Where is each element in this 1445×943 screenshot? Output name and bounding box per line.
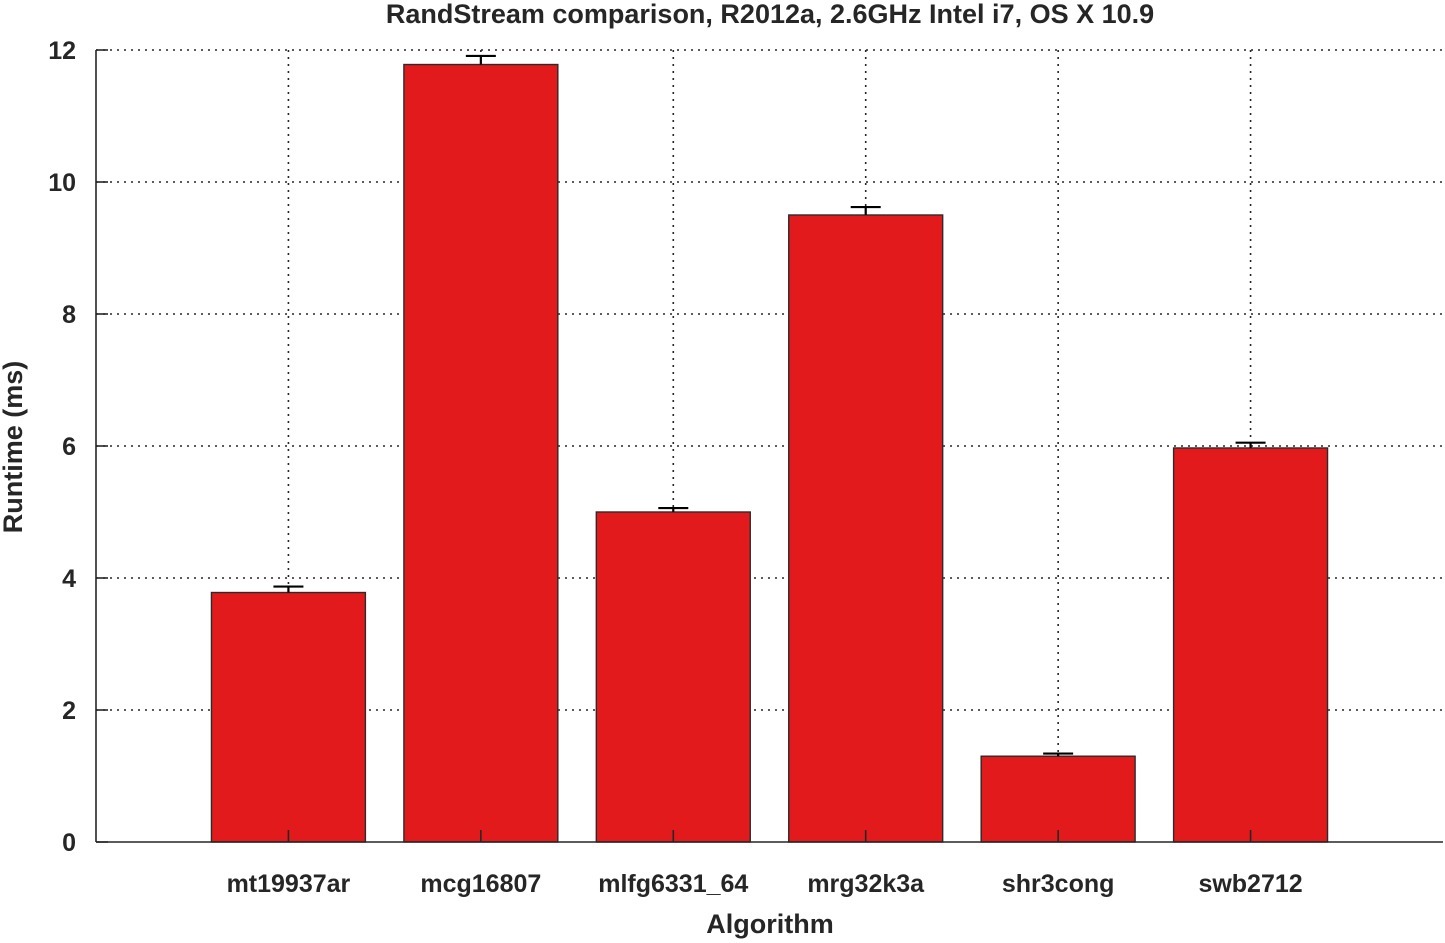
bars bbox=[210, 63, 1329, 843]
x-tick-label-mt19937ar: mt19937ar bbox=[227, 870, 351, 898]
x-tick-label-mrg32k3a: mrg32k3a bbox=[807, 870, 925, 898]
x-tick-label-shr3cong: shr3cong bbox=[1002, 870, 1115, 898]
axes bbox=[95, 49, 1443, 843]
x-tick-label-swb2712: swb2712 bbox=[1198, 870, 1302, 898]
chart-title: RandStream comparison, R2012a, 2.6GHz In… bbox=[386, 0, 1154, 29]
bar-swb2712 bbox=[1172, 447, 1329, 843]
bar-mrg32k3a bbox=[788, 214, 944, 843]
y-tick-label: 2 bbox=[62, 697, 76, 725]
y-tick-label: 12 bbox=[48, 37, 76, 65]
y-axis-label: Runtime (ms) bbox=[0, 361, 28, 534]
y-tick-label: 8 bbox=[62, 301, 76, 329]
bar-shr3cong bbox=[980, 755, 1136, 843]
bar-mcg16807 bbox=[403, 63, 559, 843]
error-bars bbox=[273, 54, 1266, 757]
y-tick-label: 6 bbox=[62, 433, 76, 461]
x-tick-label-mcg16807: mcg16807 bbox=[420, 870, 541, 898]
y-tick-label: 10 bbox=[48, 169, 76, 197]
y-tick-label: 4 bbox=[62, 565, 76, 593]
tick-labels: 0 2 4 6 8 10 12 mt19937ar mcg16807 mlfg6331_64 mrg… bbox=[48, 37, 1303, 898]
y-tick-label: 0 bbox=[62, 829, 76, 857]
bar-mt19937ar bbox=[210, 591, 367, 843]
x-tick-label-mlfg6331_64: mlfg6331_64 bbox=[598, 870, 748, 898]
x-axis-label: Algorithm bbox=[706, 909, 834, 939]
bar-mlfg6331_64 bbox=[595, 511, 751, 843]
